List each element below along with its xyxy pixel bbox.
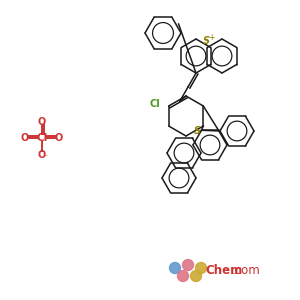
Text: Chem: Chem bbox=[205, 265, 242, 278]
Circle shape bbox=[182, 260, 194, 271]
Text: .com: .com bbox=[232, 265, 261, 278]
Circle shape bbox=[178, 271, 188, 281]
Text: +: + bbox=[208, 32, 214, 41]
Text: Cl: Cl bbox=[36, 133, 48, 143]
Text: ⁻: ⁻ bbox=[44, 152, 48, 161]
Circle shape bbox=[169, 262, 181, 274]
Text: S: S bbox=[202, 36, 209, 46]
Text: O: O bbox=[21, 133, 29, 143]
Text: O: O bbox=[38, 150, 46, 160]
Circle shape bbox=[190, 271, 202, 281]
Text: O: O bbox=[38, 117, 46, 127]
Circle shape bbox=[196, 262, 206, 274]
Text: S: S bbox=[194, 126, 200, 136]
Text: Cl: Cl bbox=[150, 99, 161, 109]
Text: O: O bbox=[55, 133, 63, 143]
